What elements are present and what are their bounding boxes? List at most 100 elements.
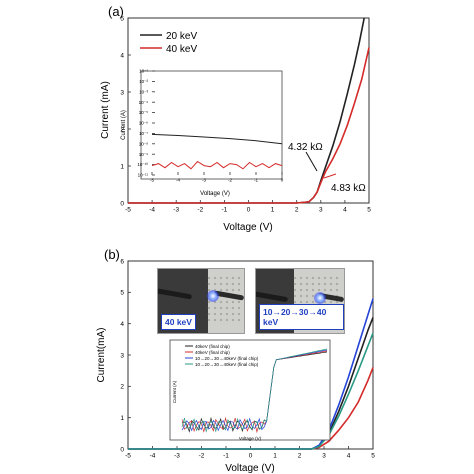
inset-b-series-line-3 (181, 348, 328, 433)
inset-a-y-tick-label: 10⁻⁸ (139, 141, 148, 146)
panel-b-x-ticks: -5 -4 -3 -2 -1 0 1 2 3 4 5 (125, 446, 375, 460)
panel-a-x-tick-label: -5 (125, 207, 131, 214)
panel-b-x-tick-label: 5 (371, 453, 375, 460)
panel-b-y-label: Current(mA) (96, 327, 107, 382)
panel-b-y-tick-label: 6 (120, 258, 124, 265)
panel-b-y-tick-label: 4 (120, 321, 124, 328)
panel-b: (b) -5 -4 -3 -2 -1 0 1 2 3 4 5 0 1 2 3 4 5 6 Voltage (V)… (96, 247, 375, 474)
panel-a-inset: 10⁻¹¹10⁻¹⁰10⁻⁹10⁻⁸10⁻⁷10⁻⁶10⁻⁵10⁻⁴10⁻³10… (121, 69, 284, 197)
panel-a-x-tick-label: 1 (271, 207, 275, 214)
led-emission-glow (207, 290, 219, 302)
inset-a-x-tick-label: 0 (281, 178, 284, 183)
inset-b-legend: 40keV (final chip) 40keV (final chip) 10… (185, 344, 259, 367)
panel-a-x-label: Voltage (V) (223, 222, 272, 233)
inset-a-series-line-0 (151, 133, 283, 145)
panel-a-y-tick-label: 4 (120, 52, 124, 59)
inset-a-y-tick-label: 10⁻¹ (139, 69, 148, 74)
panel-b-x-tick-label: -5 (125, 453, 131, 460)
led-emission-glow (314, 292, 326, 304)
inset-a-x-tick-label: -1 (254, 178, 258, 183)
inset-a-y-tick-label: 10⁻³ (139, 89, 148, 94)
panel-a-label: (a) (108, 4, 124, 19)
annotation-arrow-4-83 (323, 173, 337, 179)
inset-b-legend-4: 10→20→30→40keV (final chip) (195, 362, 259, 367)
panel-b-y-tick-label: 5 (120, 290, 124, 297)
inset-a-x-ticks: -5 -4 -3 -2 -1 0 (150, 172, 284, 183)
panel-b-x-tick-label: -2 (199, 453, 205, 460)
inset-a-y-tick-label: 10⁻² (139, 79, 148, 84)
panel-b-x-tick-label: 2 (298, 453, 302, 460)
panel-a-y-tick-label: 0 (120, 200, 124, 207)
inset-b-series-line-2 (181, 349, 328, 432)
panel-a-x-tick-label: 5 (367, 207, 371, 214)
inset-a-y-ticks: 10⁻¹¹ 10⁻¹⁰ 10⁻⁹ 10⁻⁸ 10⁻⁷ 10⁻⁶ 10⁻⁵ 10⁻⁴ 10⁻³ 10… (137, 69, 155, 178)
inset-a-series (151, 133, 283, 170)
probe-needle-left (256, 290, 289, 303)
inset-b-x-label: Voltage (V) (239, 436, 262, 441)
photo-stepped-kev-caption: 10→20→30→40 keV (259, 304, 344, 330)
panel-b-x-label: Voltage (V) (225, 463, 274, 474)
panel-a-y-tick-label: 1 (120, 163, 124, 170)
panel-b-y-tick-label: 0 (120, 446, 124, 453)
panel-a-x-tick-label: -4 (149, 207, 155, 214)
inset-b-y-label: Current (A) (172, 380, 177, 403)
panel-a-x-tick-label: 4 (343, 207, 347, 214)
panel-a-y-tick-label: 5 (120, 15, 124, 22)
legend-label-20kev: 20 keV (166, 31, 197, 42)
panel-b-y-tick-label: 3 (120, 352, 124, 359)
inset-a-y-tick-label: 10⁻⁵ (139, 110, 148, 115)
panel-a-series-line-1 (128, 47, 370, 204)
inset-a-x-tick-label: -2 (228, 178, 232, 183)
photo-40kev: 40 keV (157, 268, 245, 334)
inset-b-series (181, 348, 328, 434)
inset-b-series-line-0 (181, 351, 328, 433)
inset-a-y-tick-label: 10⁻⁶ (139, 121, 148, 126)
panel-b-y-ticks: 0 1 2 3 4 5 6 (120, 258, 131, 453)
inset-a-x-tick-label: -4 (176, 178, 180, 183)
inset-b-legend-3: 10→20→30→40keV (final chip) (195, 356, 259, 361)
panel-b-x-tick-label: -1 (223, 453, 229, 460)
inset-a-series-line-1 (151, 160, 283, 170)
panel-a-x-tick-label: 2 (295, 207, 299, 214)
panel-b-inset: 40keV (final chip) 40keV (final chip) 10… (169, 339, 331, 441)
panel-a-x-tick-label: -3 (173, 207, 179, 214)
annotation-4-83-kohm: 4.83 kΩ (331, 183, 366, 194)
inset-a-frame (140, 70, 283, 180)
panel-a-legend: 20 keV 40 keV (140, 31, 197, 55)
panel-b-series-line-3 (128, 332, 374, 450)
panel-a-x-tick-label: -2 (197, 207, 203, 214)
panel-b-y-tick-label: 2 (120, 384, 124, 391)
inset-a-y-tick-label: 10⁻⁹ (139, 152, 148, 157)
inset-b-frame (169, 339, 331, 441)
annotation-arrow-4-32 (305, 151, 318, 172)
panel-b-series (128, 298, 374, 450)
probe-needle-left (158, 287, 193, 300)
inset-b-legend-1: 40keV (final chip) (195, 344, 230, 349)
panel-b-x-tick-label: 0 (249, 453, 253, 460)
inset-a-y-tick-label: 10⁻¹¹ (138, 173, 149, 178)
inset-a-y-label: Current (A) (121, 110, 127, 140)
photo-stepped-kev: 10→20→30→40 keV (255, 268, 345, 334)
panel-b-x-tick-label: -4 (150, 453, 156, 460)
panel-a-series (128, 17, 370, 204)
inset-a-x-label: Voltage (V) (200, 191, 230, 197)
panel-a-x-tick-label: 0 (247, 207, 251, 214)
panel-a-y-tick-label: 2 (120, 126, 124, 133)
panel-a-y-ticks: 0 1 2 3 4 5 (120, 15, 131, 207)
annotation-4-32-kohm: 4.32 kΩ (288, 142, 323, 153)
inset-a-y-tick-label: 10⁻⁷ (139, 131, 148, 136)
panel-a-y-label: Current (mA) (100, 81, 111, 139)
panel-a-x-ticks: -5 -4 -3 -2 -1 0 1 2 3 4 5 (125, 200, 371, 214)
panel-b-y-tick-label: 1 (120, 415, 124, 422)
panel-b-x-tick-label: -3 (174, 453, 180, 460)
panel-a-x-tick-label: -1 (222, 207, 228, 214)
panel-b-x-tick-label: 4 (347, 453, 351, 460)
photo-40kev-caption: 40 keV (161, 314, 196, 330)
inset-a-y-tick-label: 10⁻¹⁰ (137, 162, 148, 167)
panel-b-x-tick-label: 1 (273, 453, 277, 460)
panel-b-label: (b) (104, 247, 120, 262)
panel-b-x-tick-label: 3 (322, 453, 326, 460)
panel-a-y-tick-label: 3 (120, 89, 124, 96)
